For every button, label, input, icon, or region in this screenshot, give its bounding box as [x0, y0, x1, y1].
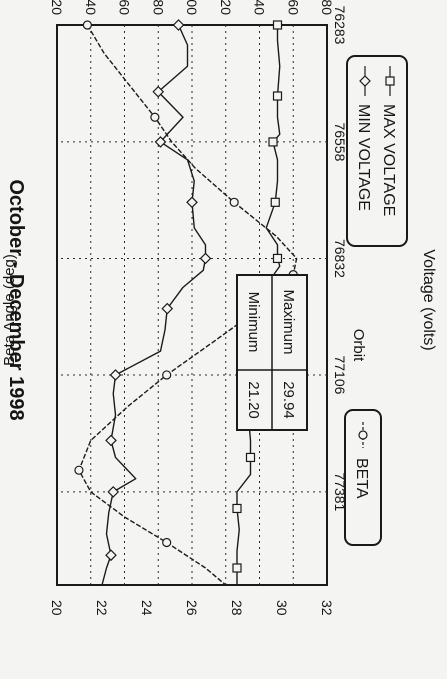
y-tick-label: 80 — [150, 0, 166, 15]
chart-title: October - December 1998 — [5, 179, 27, 420]
min-voltage-point — [105, 549, 117, 562]
x-tick-label: 76832 — [332, 239, 348, 278]
max-voltage-point — [272, 20, 283, 30]
x-tick-label: 76558 — [332, 122, 348, 161]
x-axis-title: Orbit — [350, 329, 367, 362]
max-voltage-point — [232, 503, 242, 514]
min-voltage-point — [172, 19, 185, 31]
summary-value-minimum: 21.20 — [245, 381, 262, 419]
legend-max-label: MAX VOLTAGE — [380, 104, 397, 216]
legend-max-marker — [385, 76, 395, 86]
beta-point — [162, 537, 172, 548]
y-tick-label: 140 — [252, 0, 268, 15]
y-tick-label: 60 — [117, 0, 133, 15]
min-voltage-point — [154, 136, 167, 148]
legend-beta: BETA — [344, 409, 382, 546]
y2-axis-title: Voltage (volts) — [420, 249, 437, 350]
min-voltage-point — [107, 486, 120, 498]
summary-value-maximum: 29.94 — [280, 381, 297, 419]
beta-point — [162, 370, 172, 380]
max-voltage-point — [232, 563, 242, 573]
legend-beta-frame — [344, 409, 382, 546]
max-voltage-point — [270, 197, 280, 207]
legend-beta-marker — [358, 430, 368, 440]
beta-point — [229, 197, 239, 207]
legend-beta-label: BETA — [353, 458, 370, 499]
x-tick-label: 76283 — [332, 6, 348, 45]
y2-tick-label: 20 — [49, 600, 65, 616]
max-voltage-point — [272, 253, 283, 264]
beta-point — [74, 465, 84, 475]
max-voltage-point — [268, 137, 278, 147]
y2-tick-label: 30 — [274, 600, 290, 616]
legend-min-marker — [359, 75, 371, 87]
min-voltage-point — [186, 196, 198, 209]
y2-tick-label: 26 — [184, 600, 200, 616]
y-tick-label: 180 — [319, 0, 335, 15]
y2-tick-label: 22 — [94, 600, 110, 616]
min-voltage-point — [161, 302, 174, 315]
beta-point — [150, 112, 160, 122]
y-tick-label: 40 — [83, 0, 99, 15]
max-voltage-point — [245, 452, 256, 463]
legend-voltage-frame — [346, 55, 408, 247]
summary-label-maximum: Maximum — [280, 289, 297, 354]
min-voltage-point — [152, 85, 165, 98]
legend-voltage: MAX VOLTAGE MIN VOLTAGE — [346, 55, 408, 247]
y-tick-label: 20 — [49, 0, 65, 15]
x-tick-label: 77106 — [332, 355, 348, 394]
min-voltage-point — [109, 369, 122, 381]
min-voltage-point — [199, 252, 212, 265]
y-tick-label: 160 — [285, 0, 301, 15]
rotated-chart: October - December 1998 76283 76558 76832 7… — [1, 0, 437, 616]
y2-tick-label: 24 — [139, 600, 155, 616]
beta-point — [82, 20, 92, 30]
summary-label-minimum: Minimum — [245, 292, 262, 353]
y2-tick-label: 32 — [319, 600, 335, 616]
y2-tick-label: 28 — [229, 600, 245, 616]
y-tick-label: 100 — [184, 0, 200, 15]
summary-table: Maximum 29.94 Minimum 21.20 — [236, 274, 308, 431]
legend-min-label: MIN VOLTAGE — [355, 104, 372, 211]
y-tick-label: 120 — [218, 0, 234, 15]
y-axis-title: Beta Angle (deg) — [1, 254, 18, 366]
min-voltage-point — [105, 434, 117, 447]
max-voltage-point — [272, 91, 283, 101]
